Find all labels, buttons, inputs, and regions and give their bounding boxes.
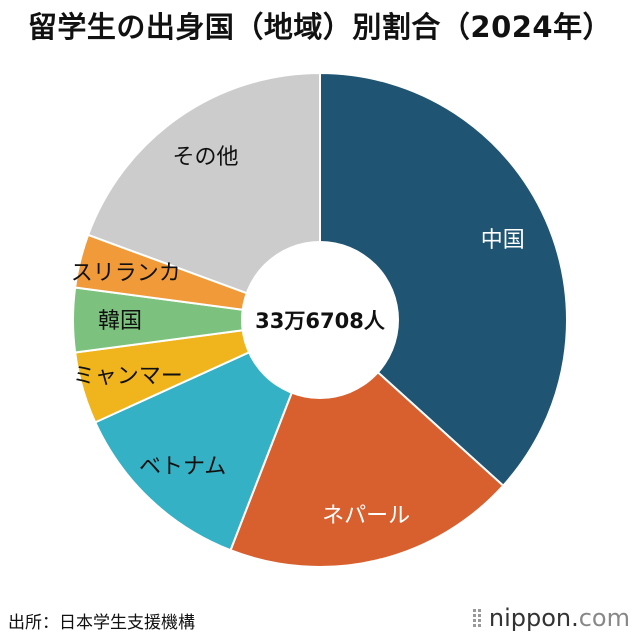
slice-label-6: その他 — [173, 145, 239, 170]
center-total-label: 33万6708人 — [255, 309, 385, 333]
brand-suffix: com — [578, 604, 630, 632]
brand-logo: nippon.com — [472, 604, 630, 632]
slice-0 — [319, 71, 568, 488]
slice-label-2: ベトナム — [139, 454, 226, 479]
slice-6 — [86, 71, 321, 322]
slice-label-5: スリランカ — [71, 261, 181, 286]
slice-label-1: ネパール — [322, 504, 410, 529]
chart-title: 留学生の出身国（地域）別割合（2024年） — [27, 10, 613, 44]
slice-label-4: 韓国 — [98, 309, 142, 334]
slice-label-0: 中国 — [481, 228, 525, 253]
brand-name: nippon. — [488, 604, 579, 632]
source-note: 出所：日本学生支援機構 — [8, 613, 195, 633]
donut-hole — [241, 241, 399, 399]
slice-label-3: ミャンマー — [73, 364, 183, 389]
slices-group — [72, 71, 568, 568]
brand-dots-icon — [472, 609, 483, 627]
slice-2 — [93, 318, 322, 552]
